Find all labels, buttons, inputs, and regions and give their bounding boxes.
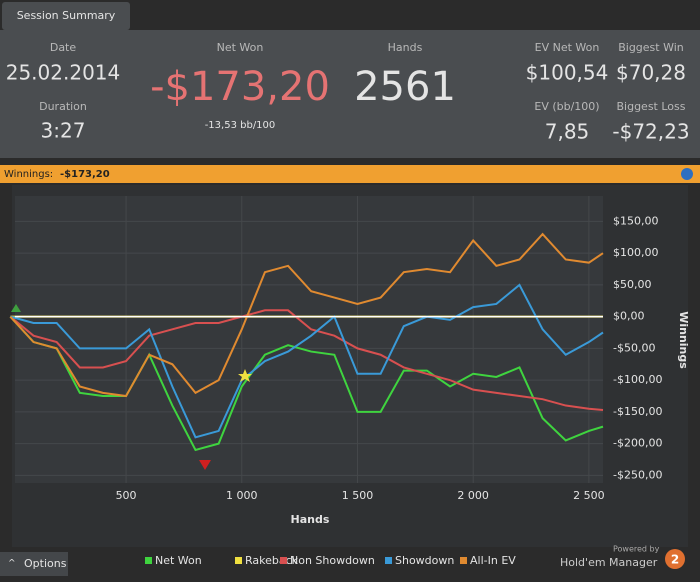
brand: Hold'em Manager [560, 556, 658, 569]
y-tick-label: -$50,00 [613, 341, 655, 354]
plot-area [15, 196, 603, 483]
stat-value: $100,54 [526, 61, 609, 85]
legend-label: Net Won [155, 554, 202, 567]
footer [0, 550, 700, 582]
stat-label: EV Net Won [535, 41, 600, 54]
legend-label: Non Showdown [290, 554, 375, 567]
brand-badge [665, 549, 685, 569]
x-tick-label: 500 [116, 489, 137, 502]
stat-label: Biggest Win [618, 41, 684, 54]
plot: $150,00 $100,00 $50,00 $0,00 -$50,00 -$100,00… [9, 196, 690, 526]
stat-label: Biggest Loss [616, 100, 685, 113]
stat-value: 3:27 [41, 119, 86, 143]
stat-value: $70,28 [616, 61, 686, 85]
stat-value: 7,85 [545, 120, 590, 144]
y-tick-label: $100,00 [613, 246, 659, 259]
legend-swatch [145, 557, 152, 564]
stats-panel [0, 30, 700, 158]
brand-badge-text: 2 [671, 553, 679, 567]
stat-label: Date [50, 41, 77, 54]
stat-sub: -13,53 bb/100 [205, 120, 276, 131]
options-label[interactable]: Options [24, 557, 67, 570]
stat-label: Duration [39, 100, 87, 113]
start-marker [11, 304, 21, 312]
y-tick-label: $50,00 [613, 278, 652, 291]
series-line [9, 309, 604, 411]
stat-value: 25.02.2014 [6, 61, 121, 85]
strip-value: -$173,20 [60, 169, 110, 180]
legend-swatch [280, 557, 287, 564]
powered-by: Powered by [613, 545, 660, 554]
stat-label: Net Won [217, 41, 264, 54]
y-tick-label: -$250,00 [613, 468, 662, 481]
series-line [9, 315, 604, 452]
y-tick-label: -$150,00 [613, 405, 662, 418]
y-tick-label: -$200,00 [613, 437, 662, 450]
rakeback-marker [238, 369, 252, 382]
strip-label: Winnings: [4, 169, 53, 180]
strip [0, 165, 700, 183]
help-icon[interactable] [681, 168, 693, 180]
x-axis-label: Hands [291, 513, 330, 526]
series-line [9, 232, 604, 398]
legend-swatch [385, 557, 392, 564]
tab-label[interactable]: Session Summary [17, 9, 116, 22]
stat-value: -$72,23 [612, 120, 689, 144]
legend-label: Showdown [395, 554, 454, 567]
y-tick-label: $150,00 [613, 214, 659, 227]
stat-value: -$173,20 [150, 64, 330, 110]
stat-label: Hands [388, 41, 423, 54]
y-tick-label: -$100,00 [613, 373, 662, 386]
low-marker [199, 460, 211, 470]
x-tick-label: 1 000 [226, 489, 258, 502]
x-tick-label: 2 500 [573, 489, 605, 502]
series-line [10, 283, 604, 439]
options-icon[interactable]: ^ [8, 559, 16, 569]
y-tick-label: $0,00 [613, 310, 645, 323]
legend-swatch [235, 557, 242, 564]
stat-label: EV (bb/100) [534, 100, 599, 113]
options-button[interactable] [0, 552, 68, 576]
y-axis-label: Winnings [677, 311, 690, 369]
tab[interactable] [2, 2, 130, 30]
stat-value: 2561 [354, 64, 456, 110]
legend-label: All-In EV [470, 554, 516, 567]
legend-swatch [460, 557, 467, 564]
x-tick-label: 2 000 [457, 489, 489, 502]
x-tick-label: 1 500 [342, 489, 374, 502]
